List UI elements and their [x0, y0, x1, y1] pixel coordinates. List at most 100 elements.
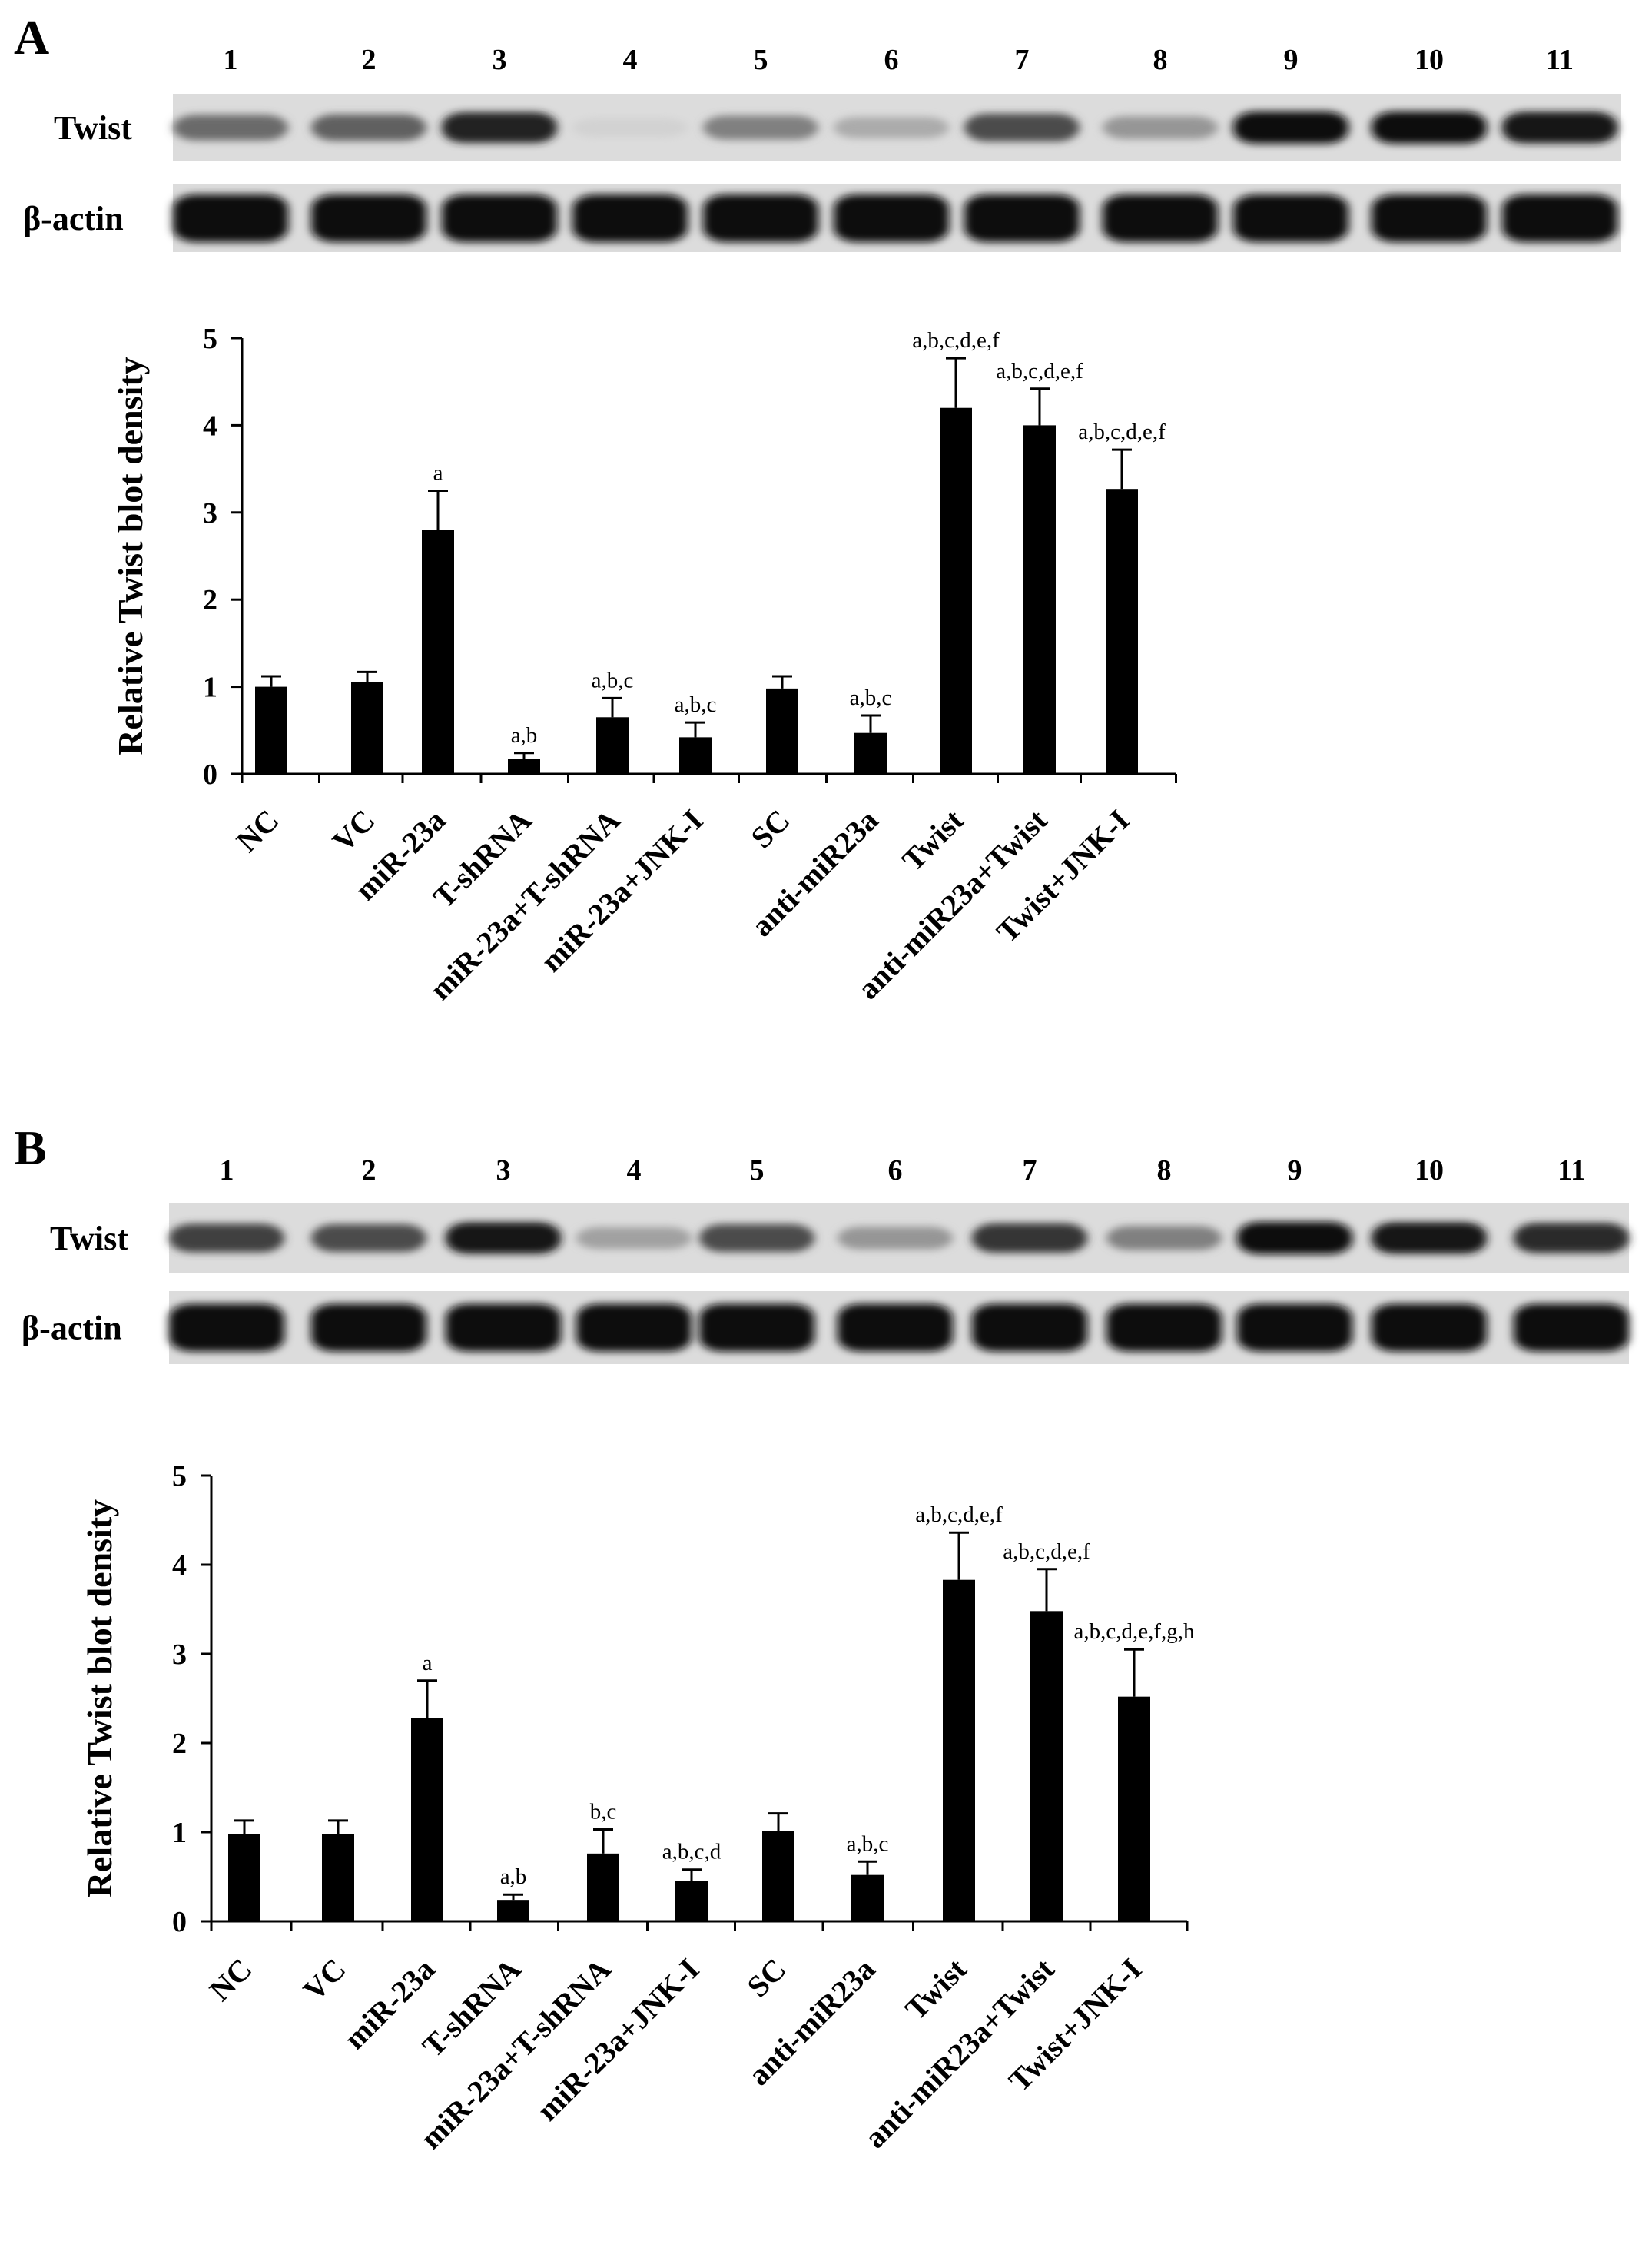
blot-band	[838, 1227, 953, 1250]
blot-band	[311, 1223, 426, 1253]
lane-number: 7	[1015, 44, 1030, 76]
blot-row-label: β-actin	[22, 1310, 122, 1347]
bar	[1030, 1611, 1063, 1921]
bar	[940, 407, 972, 774]
lane-number: 8	[1157, 1154, 1172, 1187]
significance-label: a,b,c,d,e,f	[996, 359, 1083, 383]
blot-band	[834, 117, 949, 138]
lane-number: 10	[1415, 1154, 1444, 1187]
y-tick-label: 0	[203, 759, 217, 791]
bar-chart: 0 1 2 3 4 5 Relative Twist blot density NC VC a mi…	[80, 1460, 1195, 2156]
blot-band	[169, 1303, 284, 1352]
bar	[675, 1881, 708, 1921]
blot-band	[173, 194, 288, 242]
significance-label: a,b,c,d,e,f,g,h	[1073, 1619, 1195, 1644]
y-tick-label: 4	[172, 1549, 187, 1582]
y-tick-label: 5	[203, 323, 217, 355]
blot-band	[1502, 111, 1617, 144]
blot-row-label: Twist	[54, 109, 132, 147]
blot-band	[311, 1303, 426, 1352]
significance-label: a,b,c,d,e,f	[912, 328, 1000, 353]
bar	[255, 686, 287, 774]
bar	[508, 759, 540, 774]
significance-label: a,b	[511, 723, 538, 748]
bar	[587, 1853, 619, 1921]
bar	[497, 1900, 529, 1921]
blot-band	[1106, 1226, 1222, 1250]
blot-band	[699, 1303, 814, 1352]
blot-band	[1237, 1303, 1352, 1352]
panel-a: A 1 2 3 4 5 6 7 8 9 10 11 Twist β-actin 0 1 2 3 4 5 Relative…	[14, 10, 1621, 1007]
blot-row-twist: Twist	[50, 1203, 1629, 1273]
blot-band	[703, 115, 818, 140]
y-tick-label: 4	[203, 410, 217, 442]
bar	[1106, 489, 1138, 774]
bar	[422, 530, 454, 774]
blot-band	[572, 118, 688, 138]
bar	[766, 688, 798, 774]
significance-label: a,b,c,d,e,f	[1003, 1539, 1090, 1564]
y-tick-label: 1	[203, 672, 217, 704]
y-axis-label: Relative Twist blot density	[111, 357, 150, 755]
lane-number: 6	[888, 1154, 903, 1187]
blot-band	[1514, 1223, 1629, 1253]
blot-band	[1103, 194, 1218, 242]
blot-band	[311, 194, 426, 242]
significance-label: a,b,c,d,e,f	[1078, 420, 1166, 444]
category-label: SC	[740, 1952, 792, 2004]
lane-number: 4	[623, 44, 638, 76]
y-tick-label: 0	[172, 1906, 187, 1938]
blot-band	[972, 1223, 1087, 1253]
category-label: Twist	[895, 802, 970, 878]
significance-label: a,b,c,d	[662, 1840, 722, 1864]
blot-row-beta-actin: β-actin	[22, 1291, 1629, 1364]
blot-row-label: Twist	[50, 1220, 128, 1257]
bar	[679, 737, 712, 774]
blot-band	[699, 1223, 814, 1253]
y-tick-label: 3	[172, 1638, 187, 1671]
lane-number: 1	[224, 44, 238, 76]
bar	[762, 1831, 794, 1921]
lane-number: 7	[1023, 1154, 1037, 1187]
blot-band	[1233, 111, 1348, 144]
blot-band	[446, 1222, 561, 1254]
blot-band	[972, 1303, 1087, 1352]
significance-label: a,b,c	[675, 692, 717, 717]
blot-band	[576, 1227, 692, 1250]
bar	[351, 682, 383, 774]
y-tick-label: 2	[203, 584, 217, 616]
blot-band	[964, 194, 1080, 242]
blot-band	[1237, 1222, 1352, 1254]
lane-number: 1	[220, 1154, 234, 1187]
y-tick-label: 3	[203, 497, 217, 530]
bar	[411, 1718, 443, 1921]
blot-row-twist: Twist	[54, 94, 1621, 161]
lane-number: 2	[362, 44, 377, 76]
bar	[854, 732, 887, 774]
bar	[943, 1579, 975, 1921]
blot-band	[1372, 194, 1487, 242]
lane-number: 6	[884, 44, 899, 76]
lane-number: 3	[496, 1154, 511, 1187]
lane-number: 10	[1415, 44, 1444, 76]
bar	[322, 1834, 354, 1921]
significance-label: a,b,c	[592, 668, 634, 692]
significance-label: a,b,c,d,e,f	[915, 1502, 1003, 1527]
significance-label: a,b,c	[850, 686, 892, 710]
blot-band	[964, 113, 1080, 142]
blot-band	[834, 194, 949, 242]
lane-number: 3	[493, 44, 507, 76]
category-label: VC	[326, 803, 382, 859]
blot-band	[311, 114, 426, 141]
blot-band	[446, 1303, 561, 1352]
lane-number: 2	[362, 1154, 377, 1187]
lane-number: 4	[627, 1154, 642, 1187]
lane-number: 9	[1288, 1154, 1302, 1187]
category-label: NC	[203, 1952, 259, 2008]
blot-band	[169, 1223, 284, 1253]
lane-number: 11	[1546, 44, 1574, 76]
blot-band	[838, 1303, 953, 1352]
blot-band	[1372, 1303, 1487, 1352]
category-label: miR-23a+JNK-I	[530, 1952, 706, 2128]
